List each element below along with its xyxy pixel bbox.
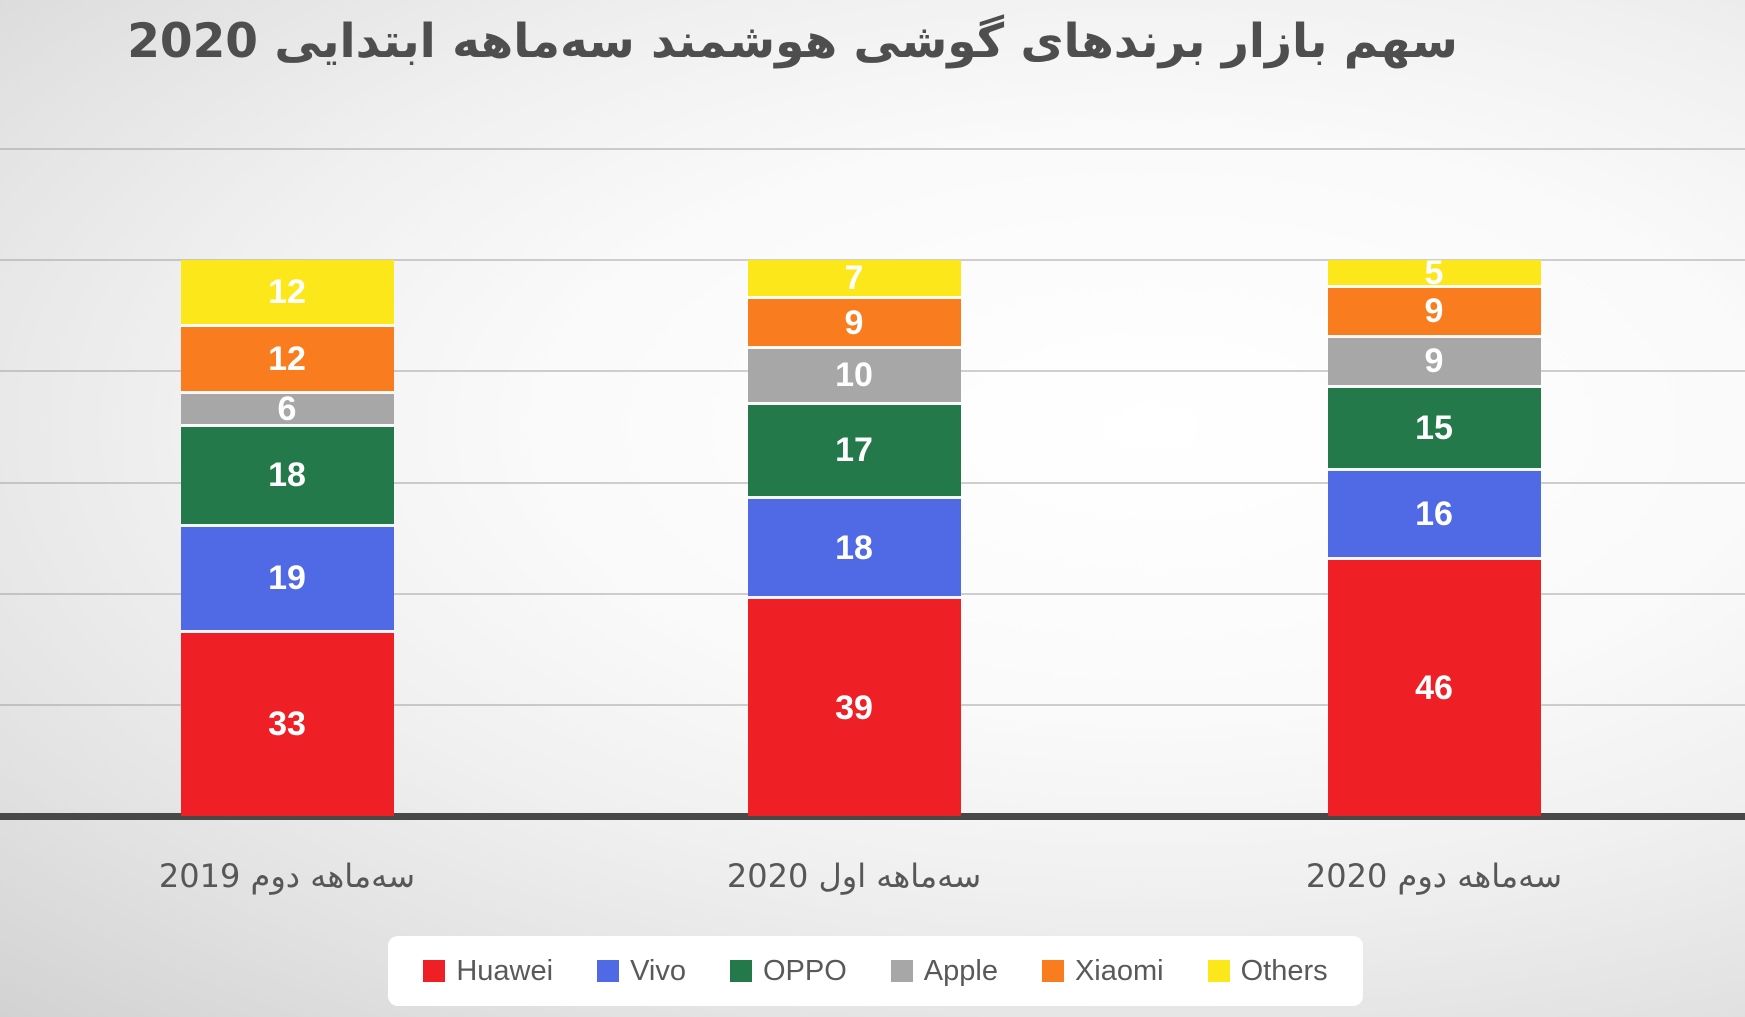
value-label-xiaomi-bar2: 9 (844, 303, 864, 342)
value-label-huawei-bar1: 33 (268, 705, 306, 744)
value-label-xiaomi-bar3: 9 (1424, 292, 1444, 331)
value-label-oppo-bar1: 18 (268, 456, 306, 495)
segment-others-bar1: 12 (180, 260, 394, 327)
x-axis-label-2: سه‌ماهه اول 2020 (726, 857, 982, 895)
segment-oppo-bar3: 15 (1327, 388, 1541, 472)
value-label-apple-bar2: 10 (835, 356, 873, 395)
value-label-apple-bar3: 9 (1424, 342, 1444, 381)
value-label-vivo-bar2: 18 (835, 528, 873, 567)
x-axis-label-1: سه‌ماهه دوم 2019 (158, 857, 416, 895)
segment-xiaomi-bar1: 12 (180, 326, 394, 394)
segment-vivo-bar1: 19 (180, 526, 394, 633)
legend-swatch-vivo (597, 960, 620, 982)
legend-swatch-oppo (729, 960, 752, 982)
legend-item-others: Others (1207, 954, 1328, 988)
value-label-xiaomi-bar1: 12 (268, 339, 306, 378)
segment-others-bar2: 7 (747, 259, 961, 300)
legend-label-huawei: Huawei (456, 954, 554, 987)
legend-label-oppo: OPPO (762, 954, 847, 987)
x-axis-label-3: سه‌ماهه دوم 2020 (1305, 857, 1563, 895)
legend-item-xiaomi: Xiaomi (1041, 954, 1164, 988)
legend-swatch-xiaomi (1041, 960, 1064, 982)
legend-label-vivo: Vivo (630, 954, 686, 987)
segment-huawei-bar2: 39 (747, 599, 961, 816)
value-label-vivo-bar3: 16 (1415, 495, 1453, 534)
legend-label-xiaomi: Xiaomi (1074, 954, 1164, 987)
value-label-huawei-bar3: 46 (1415, 669, 1453, 708)
segment-apple-bar2: 10 (747, 349, 961, 405)
segment-huawei-bar3: 46 (1327, 560, 1541, 816)
segment-huawei-bar1: 33 (180, 632, 394, 816)
value-label-others-bar3: 5 (1424, 253, 1444, 292)
segment-oppo-bar1: 18 (180, 426, 394, 527)
gridline-120 (0, 148, 1745, 150)
legend-label-others: Others (1240, 954, 1328, 987)
value-label-oppo-bar3: 15 (1415, 409, 1453, 448)
segment-others-bar3: 5 (1327, 256, 1541, 290)
segment-apple-bar3: 9 (1327, 337, 1541, 388)
value-label-others-bar1: 12 (268, 273, 306, 311)
chart-title: سهم بازار برندهای گوشی هوشمند سه‌ماهه اب… (127, 14, 1458, 69)
value-label-vivo-bar1: 19 (268, 559, 306, 598)
value-label-apple-bar1: 6 (277, 389, 297, 428)
value-label-oppo-bar2: 17 (835, 431, 873, 470)
segment-vivo-bar3: 16 (1327, 471, 1541, 561)
legend-item-oppo: OPPO (729, 954, 847, 988)
legend-swatch-huawei (423, 960, 446, 982)
segment-oppo-bar2: 17 (747, 404, 961, 500)
legend-item-vivo: Vivo (597, 955, 686, 988)
segment-apple-bar1: 6 (180, 389, 394, 428)
segment-xiaomi-bar2: 9 (747, 299, 961, 350)
legend-item-apple: Apple (890, 954, 998, 988)
legend-item-huawei: Huawei (423, 955, 553, 988)
legend-swatch-apple (890, 960, 913, 982)
x-axis-line (0, 813, 1745, 820)
segment-vivo-bar2: 18 (747, 499, 961, 600)
legend: Huawei Vivo OPPO Apple Xiaomi Others (388, 936, 1363, 1006)
legend-swatch-others (1207, 960, 1230, 982)
value-label-others-bar2: 7 (844, 259, 864, 298)
legend-label-apple: Apple (923, 954, 998, 987)
segment-xiaomi-bar3: 9 (1327, 287, 1541, 338)
value-label-huawei-bar2: 39 (835, 688, 873, 727)
